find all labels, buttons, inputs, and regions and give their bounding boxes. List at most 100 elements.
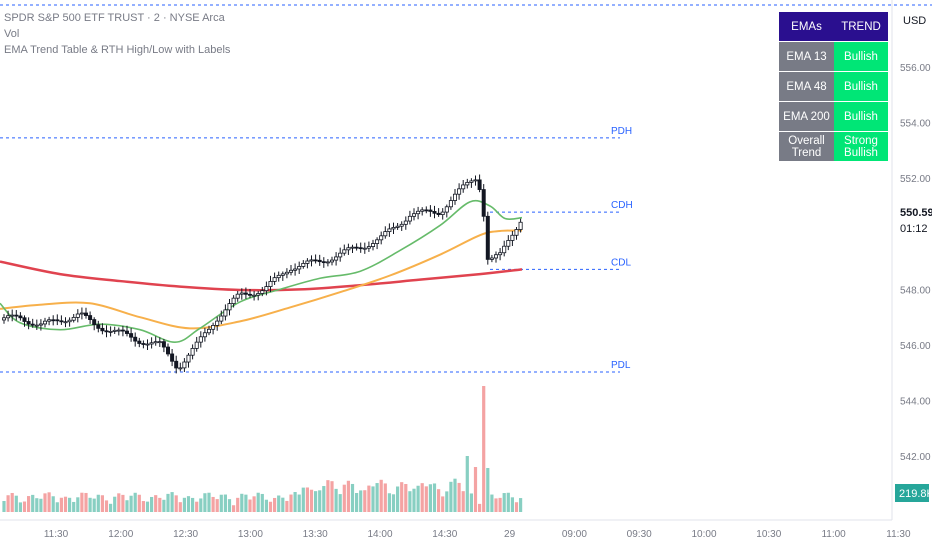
candle-body <box>338 252 343 258</box>
price-scale[interactable]: 556.00 554.00 552.00 548.00 546.00 544.00 542.… <box>895 63 932 502</box>
volume-bar <box>117 493 121 512</box>
time-tick-label: 14:30 <box>432 529 457 540</box>
candle-body <box>182 361 187 369</box>
candle-body <box>55 319 60 322</box>
volume-bar <box>63 496 68 512</box>
candle-body <box>477 179 482 190</box>
candle-body <box>243 292 248 295</box>
volume-bar <box>478 503 482 512</box>
candle-body <box>510 234 515 241</box>
candle-body <box>75 313 80 318</box>
volume-bar <box>18 502 22 512</box>
volume-bar <box>420 483 424 512</box>
volume-bar <box>305 487 309 512</box>
candle-body <box>313 259 318 262</box>
candle-body <box>38 323 43 326</box>
trend-row-value: Bullish <box>834 41 888 72</box>
candle-body <box>190 347 195 356</box>
time-scale[interactable]: 11:30 12:00 12:30 13:00 13:30 14:00 14:30 29 09:… <box>44 529 911 540</box>
candle-body <box>280 273 285 276</box>
volume-bar <box>39 498 43 512</box>
candle-body <box>518 221 523 230</box>
indicator-legend[interactable]: EMA Trend Table & RTH High/Low with Labe… <box>4 44 231 56</box>
volume-bar <box>260 493 264 512</box>
trend-row-label: EMA 200 <box>779 101 834 132</box>
candlesticks <box>2 174 523 374</box>
volume-bar <box>244 494 248 512</box>
volume-bar <box>465 456 469 512</box>
ema200-line <box>0 260 523 292</box>
time-tick-label: 12:00 <box>108 529 133 540</box>
volume-bar <box>199 498 203 512</box>
volume-bar <box>215 499 219 512</box>
trend-row-label: EMA 13 <box>779 41 834 72</box>
candle-body <box>309 259 314 262</box>
volume-bar <box>461 491 465 512</box>
volume-badge <box>895 484 929 502</box>
volume-bar <box>162 499 166 512</box>
candle-body <box>457 188 462 195</box>
trend-row: Overall Trend Strong Bullish <box>779 131 888 162</box>
volume-bar <box>236 497 240 512</box>
time-tick-label: 09:30 <box>627 529 652 540</box>
trend-row-value: Bullish <box>834 101 888 132</box>
volume-bar <box>137 494 141 512</box>
volume-bar <box>498 497 502 512</box>
candle-body <box>411 213 416 217</box>
volume-legend[interactable]: Vol <box>4 28 20 40</box>
candle-body <box>473 179 478 182</box>
symbol-title[interactable]: SPDR S&P 500 ETF TRUST · 2 · NYSE Arca <box>4 12 225 24</box>
volume-bar <box>84 492 88 512</box>
ema13-line <box>0 199 523 344</box>
candle-body <box>256 293 261 296</box>
candle-body <box>461 184 466 190</box>
candle-body <box>272 277 277 282</box>
volume-bar <box>170 492 174 512</box>
candle-body <box>2 317 7 321</box>
volume-bar <box>10 492 14 512</box>
volume-bar <box>174 495 178 512</box>
candle-body <box>436 212 441 216</box>
candle-body <box>305 260 310 264</box>
candle-body <box>92 319 97 326</box>
candle-body <box>206 328 211 334</box>
volume-bar <box>154 495 158 512</box>
candle-body <box>288 269 293 273</box>
candle-body <box>317 259 322 263</box>
candle-body <box>178 367 183 370</box>
volume-bar <box>273 497 277 512</box>
volume-bar <box>113 496 117 512</box>
candle-body <box>186 354 191 363</box>
volume-bar <box>100 495 104 512</box>
currency-label[interactable]: USD <box>903 15 927 27</box>
volume-bar <box>88 497 92 512</box>
candle-body <box>276 274 281 279</box>
volume-bar <box>502 493 506 512</box>
candle-body <box>485 215 490 260</box>
candle-body <box>334 256 339 261</box>
candle-body <box>325 261 330 264</box>
candle-body <box>399 223 404 227</box>
candle-body <box>104 330 109 333</box>
candle-body <box>268 281 273 287</box>
candle-body <box>498 252 503 256</box>
candle-body <box>465 181 470 186</box>
volume-bar <box>92 498 96 512</box>
volume-bar <box>301 487 305 512</box>
candle-body <box>514 229 519 236</box>
volume-bar <box>2 501 6 512</box>
candle-body <box>165 346 170 355</box>
ema-trend-table: EMAs TREND EMA 13 Bullish EMA 48 Bullish… <box>779 12 888 162</box>
level-label: CDH <box>611 200 633 211</box>
trend-row-label: EMA 48 <box>779 71 834 102</box>
volume-bar <box>326 480 330 512</box>
candle-body <box>108 331 113 333</box>
candle-body <box>469 180 474 183</box>
time-tick-label: 14:00 <box>367 529 392 540</box>
candle-body <box>215 320 220 326</box>
candle-body <box>198 336 203 343</box>
candle-body <box>301 263 306 267</box>
volume-bar <box>22 501 27 512</box>
volume-bar <box>490 494 494 512</box>
